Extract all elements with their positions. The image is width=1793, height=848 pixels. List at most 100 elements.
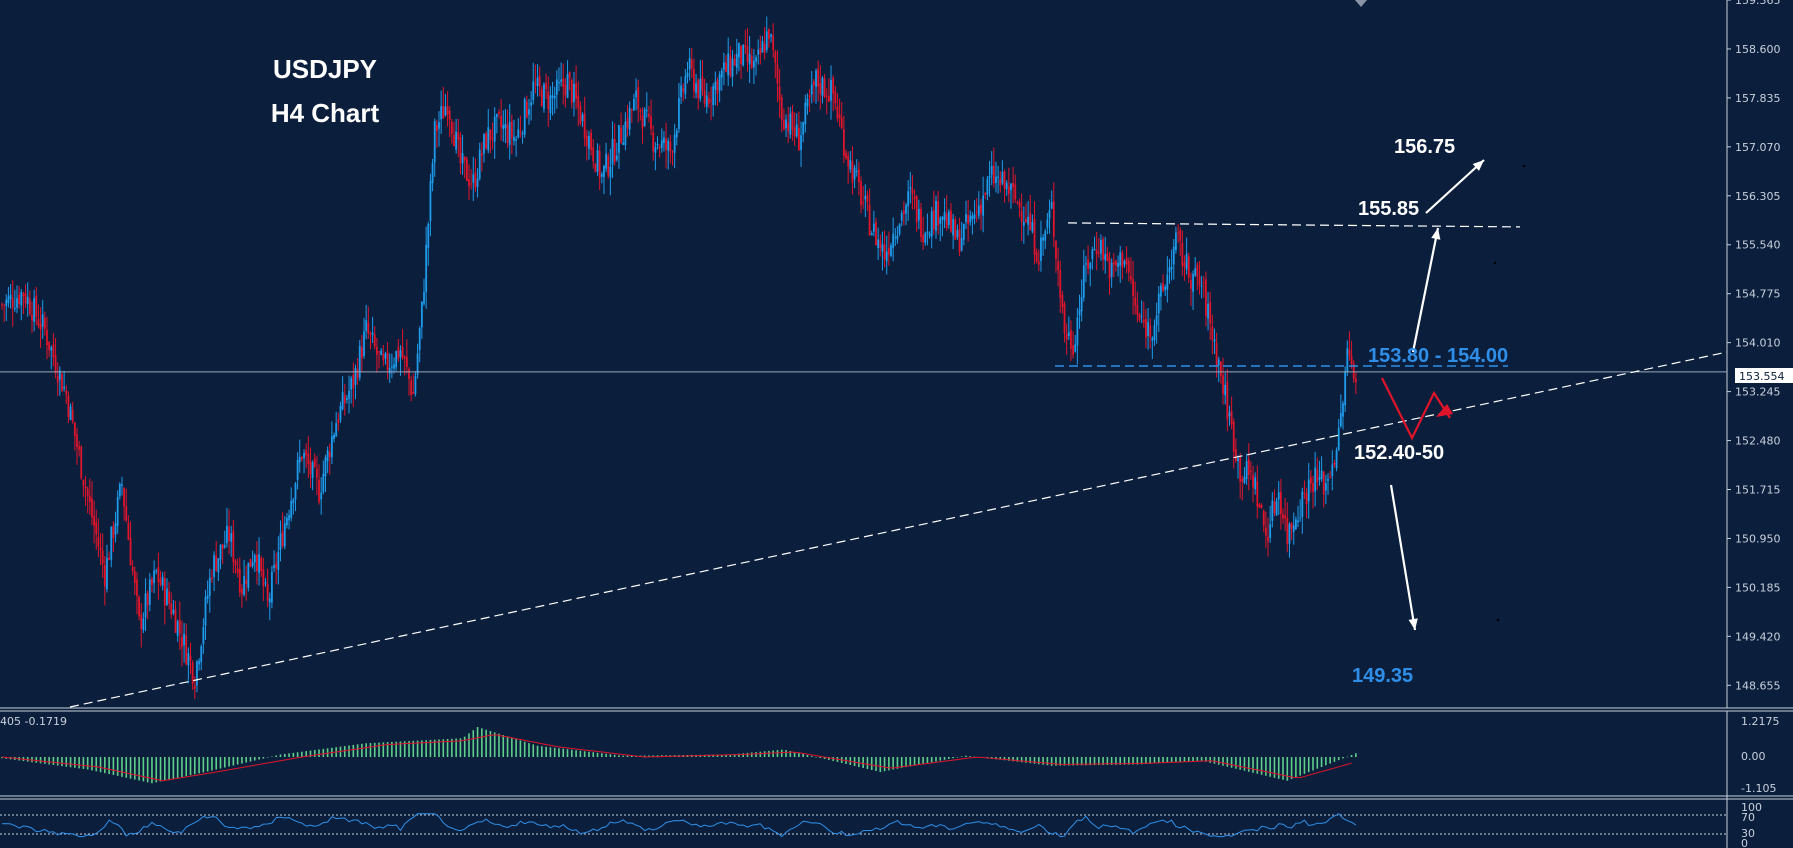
- candle-body: [1168, 267, 1171, 273]
- macd-bar: [768, 750, 770, 757]
- candle-body: [318, 479, 320, 503]
- macd-bar: [1123, 757, 1126, 765]
- macd-bar: [1243, 757, 1246, 771]
- candle-body: [48, 341, 51, 350]
- candle-body: [320, 492, 323, 500]
- candle-body: [793, 127, 796, 137]
- candle-body: [1209, 302, 1212, 324]
- macd-bar: [1153, 757, 1156, 764]
- candle-body: [1052, 201, 1055, 237]
- candle-body: [63, 387, 66, 389]
- candle-body: [354, 368, 357, 385]
- macd-bar: [65, 757, 68, 767]
- candle-body: [667, 140, 670, 151]
- candle-body: [472, 174, 475, 183]
- candle-body: [350, 377, 353, 390]
- candle-body: [461, 153, 464, 164]
- macd-bar: [438, 739, 440, 757]
- macd-bar: [1055, 757, 1057, 766]
- macd-bar: [403, 741, 406, 757]
- candle-body: [1042, 237, 1044, 241]
- candle-body: [348, 390, 350, 399]
- candle-body: [375, 346, 378, 355]
- candle-body: [431, 163, 434, 184]
- marker-dot: [1496, 618, 1500, 622]
- candle-body: [286, 517, 288, 526]
- candle-body: [367, 322, 370, 334]
- candle-body: [990, 166, 993, 175]
- macd-bar: [288, 753, 290, 757]
- macd-bar: [883, 757, 886, 772]
- price-tick-label: 150.185: [1735, 581, 1781, 594]
- macd-bar: [1295, 757, 1297, 778]
- macd-bar: [416, 740, 419, 757]
- candle-body: [1264, 527, 1267, 536]
- candle-body: [123, 488, 126, 507]
- candle-body: [360, 347, 363, 358]
- candle-body: [86, 488, 89, 497]
- macd-bar: [429, 739, 432, 757]
- candle-body: [577, 95, 580, 108]
- candle-body: [290, 500, 293, 519]
- macd-signal-line: [1, 734, 1352, 782]
- candle-body: [268, 598, 271, 603]
- candle-body: [763, 43, 766, 53]
- macd-bar: [652, 755, 655, 757]
- candle-body: [1106, 253, 1109, 261]
- macd-bar: [215, 757, 218, 770]
- candle-body: [1065, 333, 1068, 340]
- macd-bar: [1093, 757, 1096, 766]
- candle-body: [1228, 412, 1231, 417]
- candle-body: [555, 79, 558, 95]
- candle-body: [71, 409, 74, 422]
- candle-body: [170, 603, 173, 615]
- macd-bar: [1059, 757, 1062, 766]
- chart-title: USDJPY: [273, 54, 377, 84]
- candle-body: [1080, 297, 1083, 312]
- candle-body: [465, 158, 468, 182]
- candle-body: [699, 78, 702, 99]
- price-tick-label: 151.715: [1735, 483, 1781, 496]
- candle-body: [718, 74, 721, 91]
- candle-body: [1194, 268, 1197, 276]
- candle-body: [16, 298, 18, 308]
- macd-bar: [1, 757, 3, 759]
- candle-body: [528, 109, 530, 115]
- candle-body: [412, 391, 415, 395]
- candle-body: [1093, 249, 1096, 251]
- candle-body: [384, 353, 387, 359]
- macd-bar: [1213, 757, 1216, 764]
- macd-bar: [408, 741, 410, 757]
- candle-body: [480, 153, 483, 156]
- candle-body: [937, 201, 940, 226]
- candle-body: [877, 239, 880, 248]
- candle-body: [1037, 261, 1040, 265]
- candle-body: [924, 233, 927, 243]
- candle-body: [504, 123, 507, 129]
- candle-body: [1211, 326, 1214, 340]
- macd-bar: [943, 757, 946, 760]
- macd-bar: [806, 755, 809, 757]
- candle-body: [1151, 337, 1154, 341]
- macd-bar: [643, 755, 646, 757]
- candle-body: [487, 127, 490, 151]
- macd-bar: [1222, 757, 1224, 766]
- candle-body: [832, 77, 835, 94]
- macd-bar: [1320, 757, 1323, 767]
- candle-body: [500, 115, 503, 127]
- candle-body: [1119, 252, 1122, 266]
- candle-body: [1108, 257, 1111, 279]
- candle-body: [731, 58, 734, 77]
- candle-body: [232, 530, 235, 562]
- candle-body: [703, 90, 706, 104]
- candle-body: [1147, 322, 1149, 336]
- candle-body: [136, 579, 138, 597]
- macd-bar: [789, 751, 792, 757]
- chart-subtitle: H4 Chart: [271, 98, 380, 128]
- candle-body: [217, 558, 220, 573]
- macd-bar: [793, 752, 796, 757]
- macd-bar: [1226, 757, 1229, 767]
- candle-body: [1110, 262, 1113, 277]
- candle-body: [43, 318, 46, 329]
- candle-body: [797, 127, 800, 151]
